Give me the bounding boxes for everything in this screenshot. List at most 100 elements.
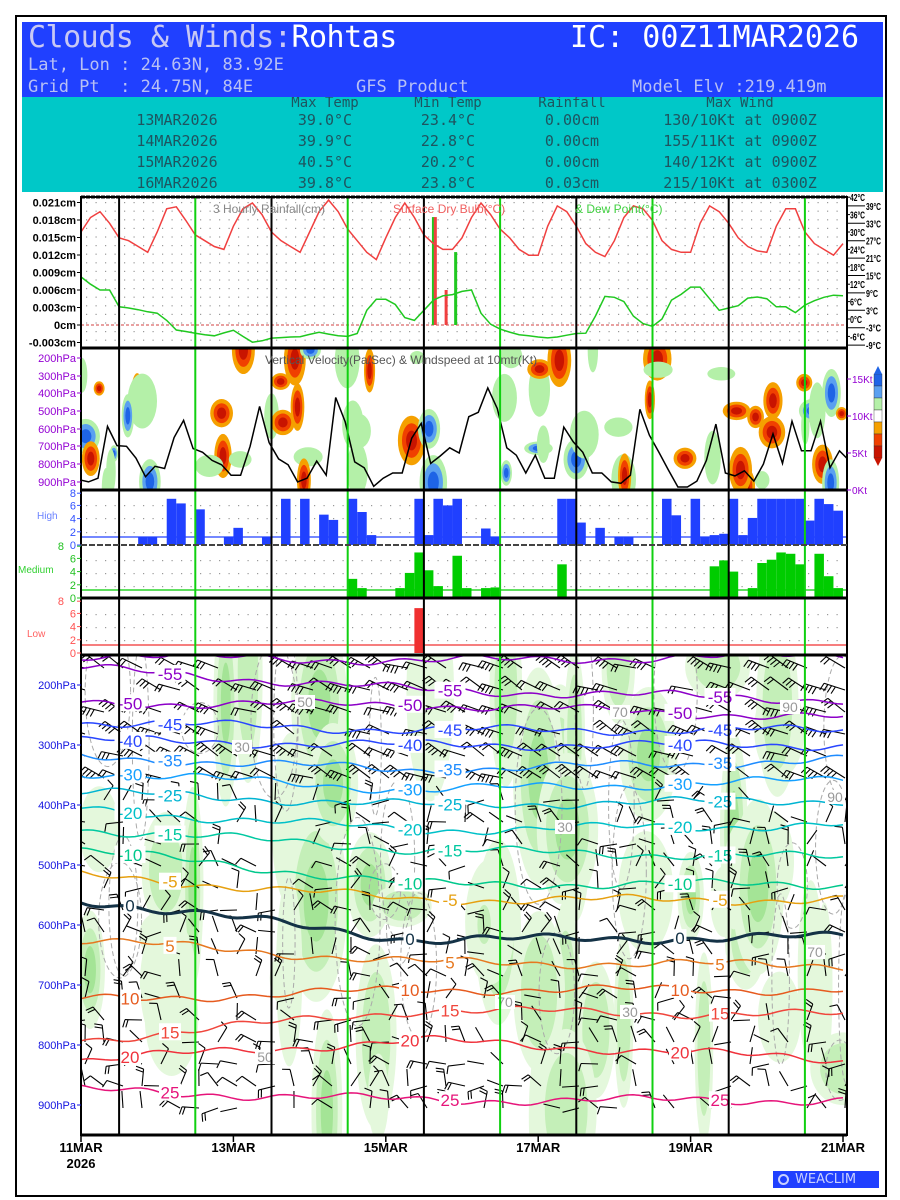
grid-dot xyxy=(276,586,278,588)
wind-barb-staff xyxy=(657,997,675,1004)
grid-dot xyxy=(323,262,325,264)
grid-dot xyxy=(257,270,259,272)
wind-barb-staff xyxy=(315,821,333,827)
grid-dot xyxy=(323,253,325,255)
wind-barb-staff xyxy=(211,915,219,933)
wind-barb-flag xyxy=(458,662,464,670)
wind-barb-flag xyxy=(127,955,134,963)
wind-barb-flag xyxy=(82,656,90,663)
grid-dot xyxy=(466,253,468,255)
grid-dot xyxy=(599,627,601,629)
grid-dot xyxy=(466,219,468,221)
grid-dot xyxy=(741,245,743,247)
grid-dot xyxy=(561,210,563,212)
grid-dot xyxy=(133,270,135,272)
grid-dot xyxy=(200,586,202,588)
wind-barb-flag xyxy=(731,747,739,754)
grid-dot xyxy=(133,288,135,290)
grid-dot xyxy=(827,627,829,629)
grid-dot xyxy=(143,296,145,298)
grid-dot xyxy=(599,245,601,247)
isotherm-label-bg xyxy=(434,841,466,859)
grid-dot xyxy=(228,305,230,307)
grid-dot xyxy=(200,573,202,575)
grid-dot xyxy=(713,305,715,307)
grid-dot xyxy=(228,627,230,629)
vv-contour-blob xyxy=(680,454,690,463)
wind-barb-flag xyxy=(60,664,64,671)
isotherm-label-bg xyxy=(394,780,426,798)
grid-dot xyxy=(836,210,838,212)
grid-dot xyxy=(466,532,468,534)
wind-barb-flag xyxy=(108,727,116,734)
wind-barb-flag xyxy=(763,656,770,661)
wind-barb-staff xyxy=(93,917,105,933)
x-axis-year: 2026 xyxy=(67,1156,96,1171)
grid-dot xyxy=(105,253,107,255)
wind-barb-flag xyxy=(450,1025,459,1028)
grid-dot xyxy=(779,253,781,255)
wind-barb-staff xyxy=(733,817,751,823)
grid-dot xyxy=(409,518,411,520)
grid-dot xyxy=(314,627,316,629)
wind-barb-flag xyxy=(235,924,242,932)
grid-dot xyxy=(599,270,601,272)
wind-barb-flag xyxy=(541,861,548,869)
grid-dot xyxy=(504,296,506,298)
grid-dot xyxy=(333,322,335,324)
grid-dot xyxy=(570,279,572,281)
grid-dot xyxy=(266,322,268,324)
grid-dot xyxy=(314,305,316,307)
wind-barb-flag xyxy=(634,898,643,905)
isotherm-label-bg xyxy=(669,1043,691,1061)
isotherm-label: -10 xyxy=(398,874,423,893)
grid-dot xyxy=(333,339,335,341)
wind-barb-flag xyxy=(610,771,616,779)
wind-barb-flag xyxy=(630,720,638,726)
grid-dot xyxy=(257,262,259,264)
wind-barb-flag xyxy=(393,1003,402,1006)
row-rainfall: 0.00cm xyxy=(544,132,600,150)
grid-dot xyxy=(523,262,525,264)
wind-barb-flag xyxy=(230,771,236,779)
rainfall-bar xyxy=(444,290,448,325)
wind-barb-flag xyxy=(297,889,304,896)
grid-dot xyxy=(257,296,259,298)
grid-dot xyxy=(494,279,496,281)
grid-dot xyxy=(190,627,192,629)
grid-dot xyxy=(770,322,772,324)
wind-barb-flag xyxy=(181,1010,190,1016)
grid-dot xyxy=(86,227,88,229)
grid-dot xyxy=(751,627,753,629)
grid-dot xyxy=(694,296,696,298)
isotherm-label-bg xyxy=(439,890,461,908)
grid-dot xyxy=(827,313,829,315)
grid-dot xyxy=(361,296,363,298)
grid-dot xyxy=(580,518,582,520)
cloud-bar-medium xyxy=(785,553,796,598)
grid-dot xyxy=(494,518,496,520)
wind-barb-flag xyxy=(287,683,293,691)
wind-barb-flag xyxy=(364,782,373,787)
wind-barb-staff xyxy=(90,1075,105,1087)
grid-dot xyxy=(219,573,221,575)
grid-dot xyxy=(675,227,677,229)
grid-dot xyxy=(817,236,819,238)
grid-dot xyxy=(694,270,696,272)
wind-barb-flag xyxy=(482,839,488,847)
grid-dot xyxy=(542,253,544,255)
grid-dot xyxy=(694,288,696,290)
grid-dot xyxy=(209,279,211,281)
grid-dot xyxy=(361,202,363,204)
wind-barb-flag xyxy=(686,724,693,732)
grid-dot xyxy=(694,279,696,281)
grid-dot xyxy=(646,532,648,534)
grid-dot xyxy=(456,339,458,341)
wind-barb-flag xyxy=(363,747,370,755)
grid-dot xyxy=(646,505,648,507)
grid-dot xyxy=(684,279,686,281)
grid-dot xyxy=(124,505,126,507)
wind-barb-flag xyxy=(519,903,526,911)
wind-barb-flag xyxy=(822,1065,830,1070)
grid-dot xyxy=(466,573,468,575)
